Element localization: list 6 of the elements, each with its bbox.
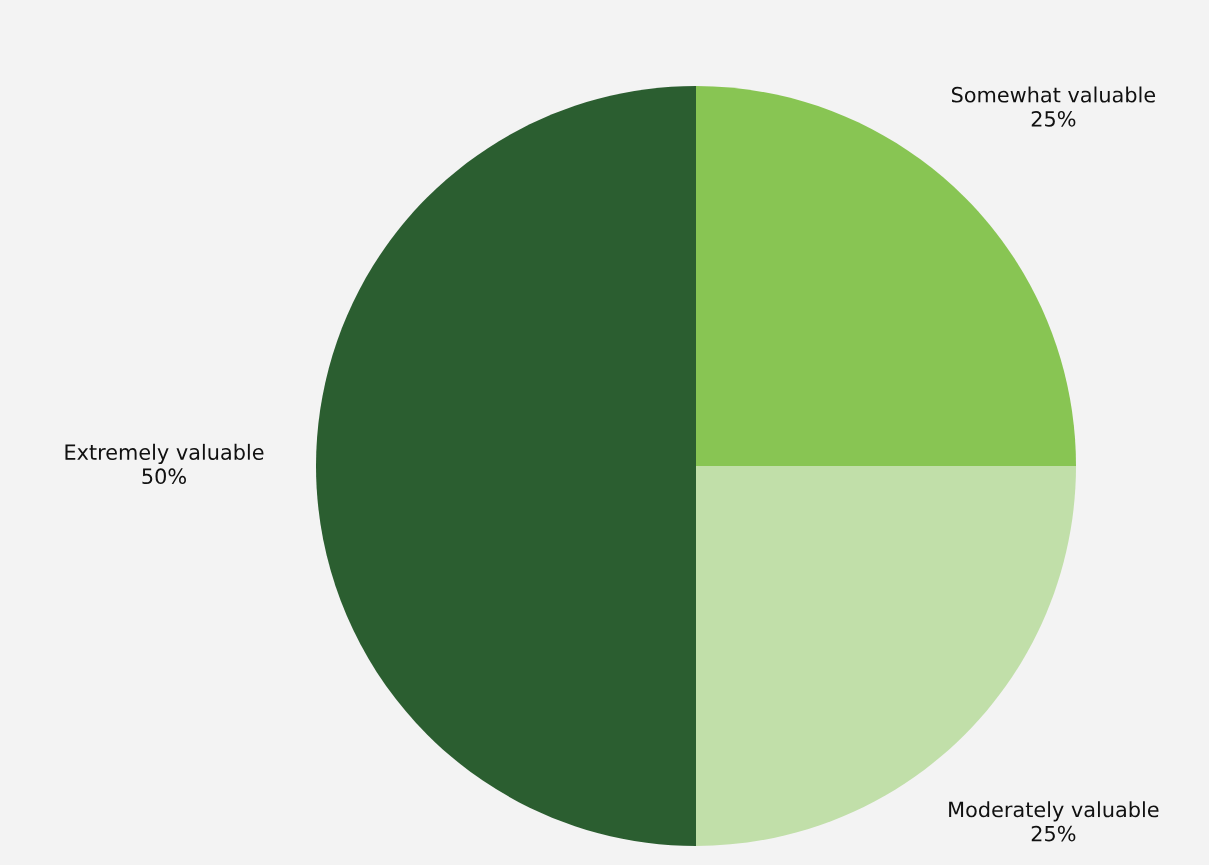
data-label: 50% — [142, 468, 186, 485]
slice-label: Moderately valuable — [949, 801, 1159, 822]
slice-label: Extremely valuable — [65, 443, 264, 465]
slice-label: Somewhat valuable — [951, 86, 1156, 103]
data-label: 25% — [1031, 110, 1076, 127]
data-label: 25% — [1031, 825, 1076, 842]
